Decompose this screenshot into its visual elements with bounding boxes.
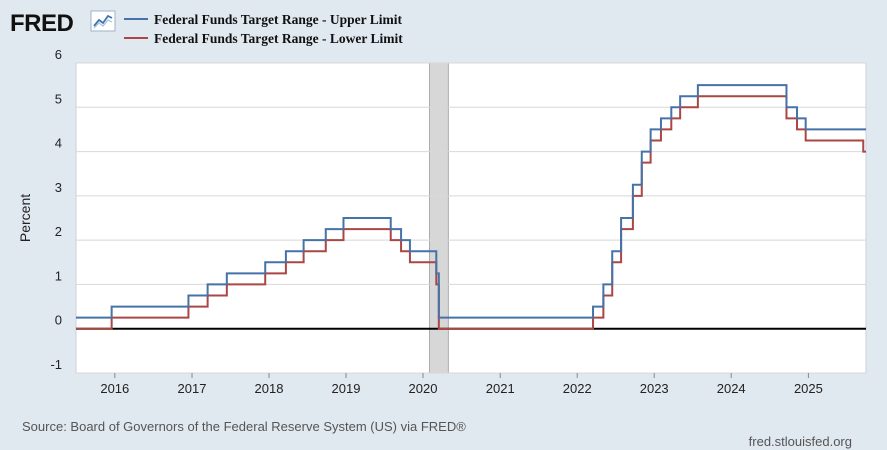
legend-label-lower: Federal Funds Target Range - Lower Limit [154,31,403,46]
y-tick-label: 3 [55,180,62,195]
legend-item-upper[interactable]: Federal Funds Target Range - Upper Limit [124,12,403,27]
fred-logo[interactable]: FRED [10,10,116,37]
y-axis-ticks: -1 0 1 2 3 4 5 6 [50,47,62,372]
line-chart-icon [90,10,116,32]
legend-item-lower[interactable]: Federal Funds Target Range - Lower Limit [124,31,403,46]
y-tick-label: 2 [55,224,62,239]
y-tick-label: 6 [55,47,62,62]
x-tick-label: 2017 [178,381,207,396]
x-tick-label: 2023 [640,381,669,396]
y-tick-label: 1 [55,268,62,283]
chart-legend: Federal Funds Target Range - Upper Limit… [124,12,403,46]
x-tick-label: 2020 [409,381,438,396]
x-tick-label: 2018 [255,381,284,396]
y-tick-label: 0 [55,313,62,328]
x-tick-label: 2024 [717,381,746,396]
series-line-upper [76,84,866,319]
x-tick-label: 2021 [486,381,515,396]
x-tick-label: 2019 [332,381,361,396]
y-tick-label: 5 [55,91,62,106]
series-line-lower [76,95,866,330]
x-tick-label: 2022 [563,381,592,396]
site-link[interactable]: fred.stlouisfed.org [749,434,852,449]
plot-area [75,62,867,374]
series-lines [76,84,866,330]
source-note: Source: Board of Governors of the Federa… [22,419,466,434]
x-tick-label: 2025 [794,381,823,396]
x-tick-label: 2016 [100,381,129,396]
x-axis-ticks: 2016 2017 2018 2019 2020 2021 2022 2023 2024 2025 [100,373,823,396]
y-axis-title: Percent [17,194,33,242]
legend-label-upper: Federal Funds Target Range - Upper Limit [154,12,403,27]
y-tick-label: 4 [55,136,62,151]
fred-logo-text: FRED [10,10,74,37]
y-tick-label: -1 [50,357,62,372]
